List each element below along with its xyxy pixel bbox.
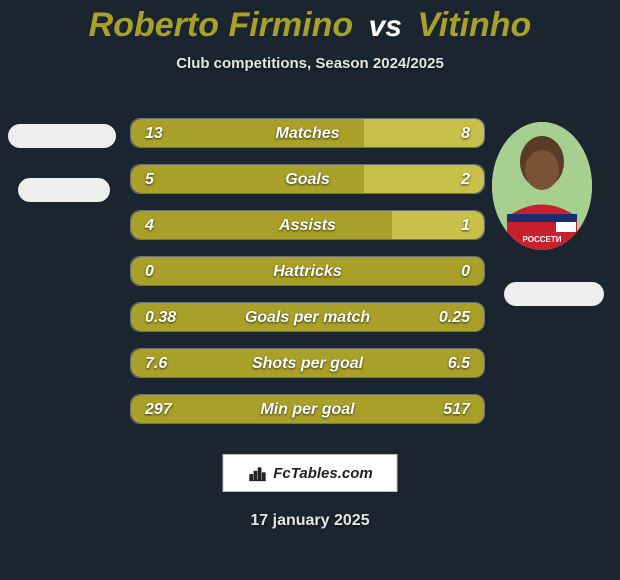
comparison-bars: 138Matches 52Goals 41Assists 00Hattricks 0.3… (130, 118, 485, 424)
date: 17 january 2025 (0, 512, 620, 530)
stat-label: Goals per match (131, 303, 484, 332)
stat-bar-min-per-goal: 297517Min per goal (130, 394, 485, 424)
fctables-logo-text: FcTables.com (273, 465, 372, 482)
player1-avatar-placeholder-bottom (18, 178, 110, 202)
stat-bar-assists: 41Assists (130, 210, 485, 240)
stat-label: Assists (131, 211, 484, 240)
stat-label: Goals (131, 165, 484, 194)
subtitle: Club competitions, Season 2024/2025 (176, 55, 444, 72)
player1-avatar-placeholder-top (8, 124, 116, 148)
stat-label: Hattricks (131, 257, 484, 286)
stat-bar-matches: 138Matches (130, 118, 485, 148)
stat-label: Shots per goal (131, 349, 484, 378)
title-player2: Vitinho (417, 6, 531, 44)
player2-avatar-svg: РОССЕТИ (492, 122, 592, 250)
stat-label: Matches (131, 119, 484, 148)
stat-bar-goals: 52Goals (130, 164, 485, 194)
title-vs: vs (369, 10, 402, 43)
page: Roberto Firmino vs Vitinho Club competit… (0, 0, 620, 580)
chart-icon (247, 463, 267, 483)
title-player1: Roberto Firmino (89, 6, 353, 44)
stat-label: Min per goal (131, 395, 484, 424)
svg-text:РОССЕТИ: РОССЕТИ (523, 235, 562, 244)
player2-name-pill (504, 282, 604, 306)
stat-bar-hattricks: 00Hattricks (130, 256, 485, 286)
player2-avatar: РОССЕТИ (492, 122, 592, 250)
stat-bar-goals-per-match: 0.380.25Goals per match (130, 302, 485, 332)
fctables-logo[interactable]: FcTables.com (223, 454, 398, 492)
stat-bar-shots-per-goal: 7.66.5Shots per goal (130, 348, 485, 378)
page-title: Roberto Firmino vs Vitinho (89, 6, 532, 45)
